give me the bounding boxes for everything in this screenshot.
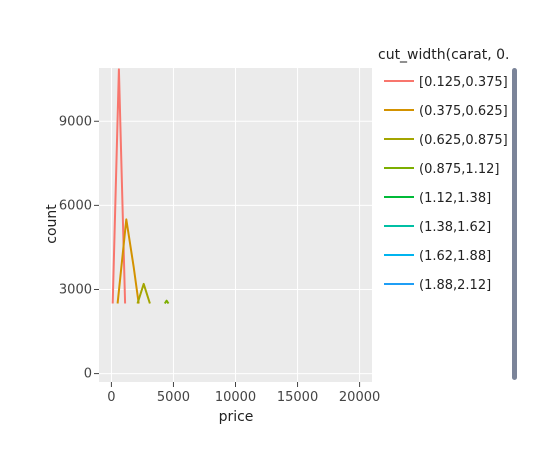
x-tick-label: 5000 xyxy=(157,390,190,405)
x-tick-label: 15000 xyxy=(277,390,318,405)
legend-item-label: (0.625,0.875] xyxy=(419,133,508,148)
legend-item-label: [0.125,0.375] xyxy=(419,75,508,90)
y-tick-label: 6000 xyxy=(59,198,92,213)
legend-item-label: (1.38,1.62] xyxy=(419,220,491,235)
y-axis: 0 3000 6000 9000 xyxy=(59,114,99,382)
x-tick-label: 0 xyxy=(107,390,115,405)
legend-item-label: (1.62,1.88] xyxy=(419,249,491,264)
legend-item-label: (0.375,0.625] xyxy=(419,104,508,119)
legend: cut_width(carat, 0. [0.125,0.375] (0.375,… xyxy=(378,47,509,293)
x-axis-title: price xyxy=(219,409,254,425)
series-line xyxy=(111,68,127,304)
x-tick-label: 10000 xyxy=(215,390,256,405)
legend-item-label: (1.12,1.38] xyxy=(419,191,491,206)
y-tick-label: 0 xyxy=(84,367,92,382)
y-tick-label: 9000 xyxy=(59,114,92,129)
legend-title: cut_width(carat, 0. xyxy=(378,47,509,63)
legend-item-label: (0.875,1.12] xyxy=(419,162,499,177)
legend-scrollbar[interactable] xyxy=(512,68,517,380)
series-line xyxy=(163,299,170,305)
legend-item-label: (1.88,2.12] xyxy=(419,278,491,293)
y-axis-title: count xyxy=(44,204,60,244)
grid xyxy=(99,68,372,382)
series-group xyxy=(111,68,170,305)
y-tick-label: 3000 xyxy=(59,282,92,297)
x-tick-label: 20000 xyxy=(339,390,380,405)
legend-items: [0.125,0.375] (0.375,0.625] (0.625,0.875] (… xyxy=(384,75,508,293)
series-line xyxy=(116,218,140,304)
series-line xyxy=(136,282,151,304)
x-axis: 0 5000 10000 15000 20000 xyxy=(107,382,380,405)
